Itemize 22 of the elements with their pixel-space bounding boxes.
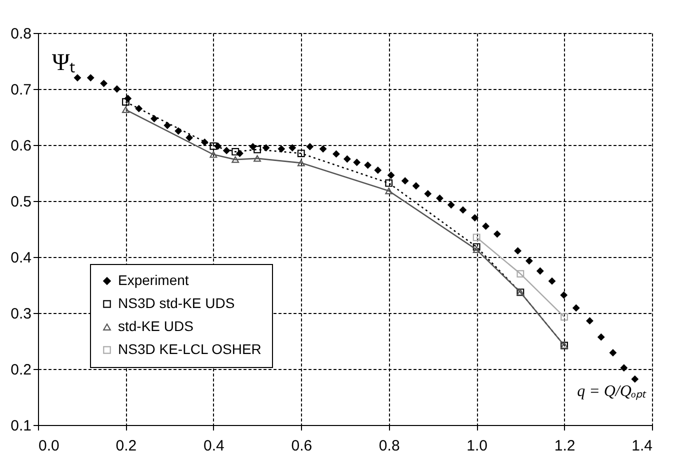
x-axis-title: q = Q/Qₒₚₜ bbox=[577, 383, 647, 400]
x-tick-label: 1.4 bbox=[632, 438, 652, 454]
y-tick-label: 0.1 bbox=[10, 418, 32, 434]
y-tick-label: 0.3 bbox=[10, 306, 32, 322]
legend-label: Experiment bbox=[118, 272, 189, 288]
y-tick-label: 0.2 bbox=[10, 362, 32, 378]
x-tick-label: 0.2 bbox=[116, 438, 137, 454]
y-tick-label: 0.4 bbox=[10, 250, 32, 266]
legend-label: NS3D KE-LCL OSHER bbox=[118, 341, 262, 357]
y-axis-title: Ψₜ bbox=[52, 50, 76, 76]
x-tick-label: 0.4 bbox=[204, 438, 224, 454]
y-tick-label: 0.6 bbox=[10, 138, 32, 154]
legend-label: NS3D std-KE UDS bbox=[118, 295, 235, 311]
x-tick-label: 1.2 bbox=[554, 438, 576, 454]
y-tick-label: 0.5 bbox=[10, 194, 32, 210]
x-tick-label: 0.8 bbox=[378, 438, 400, 454]
y-tick-label: 0.7 bbox=[10, 82, 32, 98]
x-tick-label: 0.0 bbox=[38, 438, 60, 454]
legend-label: std-KE UDS bbox=[118, 318, 194, 334]
x-tick-label: 0.6 bbox=[291, 438, 312, 454]
x-tick-label: 1.0 bbox=[466, 438, 488, 454]
y-tick-label: 0.8 bbox=[10, 26, 32, 42]
